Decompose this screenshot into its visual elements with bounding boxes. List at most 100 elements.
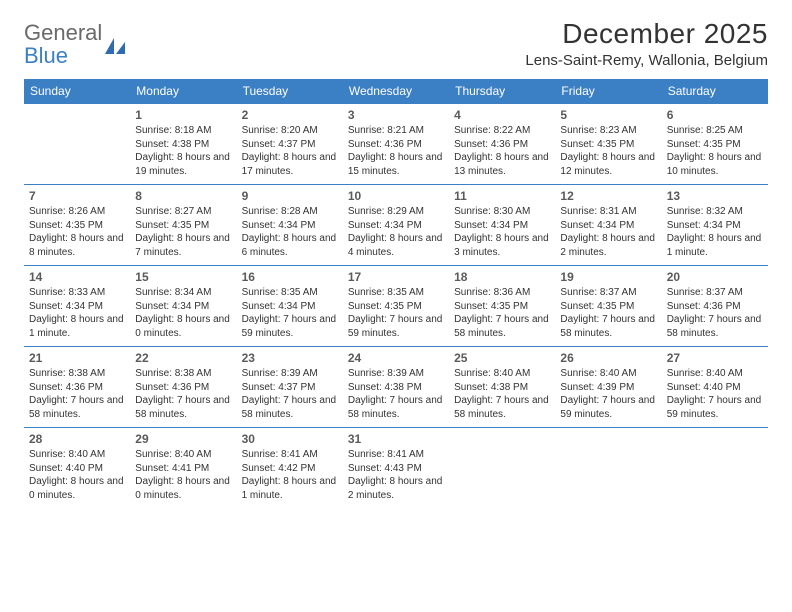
calendar-cell: 3 Sunrise: 8:21 AMSunset: 4:36 PMDaylight… (343, 104, 449, 185)
calendar-cell: 12 Sunrise: 8:31 AMSunset: 4:34 PMDayligh… (555, 185, 661, 266)
calendar-row: 1 Sunrise: 8:18 AMSunset: 4:38 PMDaylight… (24, 104, 768, 185)
calendar-cell: 29Sunrise: 8:40 AMSunset: 4:41 PMDayligh… (130, 428, 236, 509)
calendar-cell: 10Sunrise: 8:29 AMSunset: 4:34 PMDayligh… (343, 185, 449, 266)
calendar-cell: 16 Sunrise: 8:35 AMSunset: 4:34 PMDayligh… (237, 266, 343, 347)
day-header: Sunday (24, 79, 130, 104)
calendar-cell (24, 104, 130, 185)
day-number: 26 (560, 351, 656, 365)
day-details: Sunrise: 8:28 AMSunset: 4:34 PMDaylight:… (242, 205, 338, 259)
day-header-row: SundayMondayTuesdayWednesdayThursdayFrid… (24, 79, 768, 104)
calendar-cell: 24 Sunrise: 8:39 AMSunset: 4:38 PMDayligh… (343, 347, 449, 428)
calendar-cell: 31Sunrise: 8:41 AMSunset: 4:43 PMDayligh… (343, 428, 449, 509)
day-number: 6 (667, 108, 763, 122)
day-details: Sunrise: 8:36 AMSunset: 4:35 PMDaylight:… (454, 286, 550, 340)
day-number: 4 (454, 108, 550, 122)
day-number: 17 (348, 270, 444, 284)
calendar-cell: 20Sunrise: 8:37 AMSunset: 4:36 PMDayligh… (662, 266, 768, 347)
day-number: 10 (348, 189, 444, 203)
calendar-cell: 14 Sunrise: 8:33 AMSunset: 4:34 PMDayligh… (24, 266, 130, 347)
header: General Blue December 2025 Lens-Saint-Re… (24, 18, 768, 69)
day-details: Sunrise: 8:22 AMSunset: 4:36 PMDaylight:… (454, 124, 550, 178)
calendar-cell: 4 Sunrise: 8:22 AMSunset: 4:36 PMDaylight… (449, 104, 555, 185)
day-number: 18 (454, 270, 550, 284)
calendar-row: 28 Sunrise: 8:40 AMSunset: 4:40 PMDayligh… (24, 428, 768, 509)
day-number: 25 (454, 351, 550, 365)
calendar-cell: 2Sunrise: 8:20 AMSunset: 4:37 PMDaylight… (237, 104, 343, 185)
day-details: Sunrise: 8:40 AMSunset: 4:40 PMDaylight:… (29, 448, 125, 502)
calendar-cell: 7 Sunrise: 8:26 AMSunset: 4:35 PMDaylight… (24, 185, 130, 266)
day-number: 24 (348, 351, 444, 365)
day-number: 30 (242, 432, 338, 446)
location-label: Lens-Saint-Remy, Wallonia, Belgium (525, 52, 768, 69)
day-number: 23 (242, 351, 338, 365)
day-number: 14 (29, 270, 125, 284)
day-details: Sunrise: 8:39 AMSunset: 4:38 PMDaylight:… (348, 367, 444, 421)
day-number: 28 (29, 432, 125, 446)
brand-word2: Blue (24, 43, 68, 68)
calendar-cell: 5Sunrise: 8:23 AMSunset: 4:35 PMDaylight… (555, 104, 661, 185)
day-details: Sunrise: 8:40 AMSunset: 4:39 PMDaylight:… (560, 367, 656, 421)
day-header: Wednesday (343, 79, 449, 104)
day-details: Sunrise: 8:40 AMSunset: 4:38 PMDaylight:… (454, 367, 550, 421)
day-number: 8 (135, 189, 231, 203)
calendar-cell: 8 Sunrise: 8:27 AMSunset: 4:35 PMDaylight… (130, 185, 236, 266)
day-number: 3 (348, 108, 444, 122)
day-number: 20 (667, 270, 763, 284)
day-number: 16 (242, 270, 338, 284)
day-number: 12 (560, 189, 656, 203)
calendar-cell: 17 Sunrise: 8:35 AMSunset: 4:35 PMDayligh… (343, 266, 449, 347)
calendar-cell: 26 Sunrise: 8:40 AMSunset: 4:39 PMDayligh… (555, 347, 661, 428)
day-number: 5 (560, 108, 656, 122)
calendar-cell: 19 Sunrise: 8:37 AMSunset: 4:35 PMDayligh… (555, 266, 661, 347)
day-details: Sunrise: 8:38 AMSunset: 4:36 PMDaylight:… (29, 367, 125, 421)
day-details: Sunrise: 8:38 AMSunset: 4:36 PMDaylight:… (135, 367, 231, 421)
day-number: 11 (454, 189, 550, 203)
calendar-table: SundayMondayTuesdayWednesdayThursdayFrid… (24, 79, 768, 508)
calendar-row: 14 Sunrise: 8:33 AMSunset: 4:34 PMDayligh… (24, 266, 768, 347)
day-details: Sunrise: 8:26 AMSunset: 4:35 PMDaylight:… (29, 205, 125, 259)
calendar-cell: 23 Sunrise: 8:39 AMSunset: 4:37 PMDayligh… (237, 347, 343, 428)
calendar-cell: 9 Sunrise: 8:28 AMSunset: 4:34 PMDaylight… (237, 185, 343, 266)
day-details: Sunrise: 8:32 AMSunset: 4:34 PMDaylight:… (667, 205, 763, 259)
day-details: Sunrise: 8:41 AMSunset: 4:42 PMDaylight:… (242, 448, 338, 502)
day-number: 27 (667, 351, 763, 365)
day-header: Thursday (449, 79, 555, 104)
day-number: 1 (135, 108, 231, 122)
day-details: Sunrise: 8:40 AMSunset: 4:40 PMDaylight:… (667, 367, 763, 421)
calendar-cell (555, 428, 661, 509)
day-details: Sunrise: 8:37 AMSunset: 4:35 PMDaylight:… (560, 286, 656, 340)
calendar-row: 7 Sunrise: 8:26 AMSunset: 4:35 PMDaylight… (24, 185, 768, 266)
day-number: 22 (135, 351, 231, 365)
day-details: Sunrise: 8:34 AMSunset: 4:34 PMDaylight:… (135, 286, 231, 340)
day-details: Sunrise: 8:31 AMSunset: 4:34 PMDaylight:… (560, 205, 656, 259)
day-details: Sunrise: 8:39 AMSunset: 4:37 PMDaylight:… (242, 367, 338, 421)
day-details: Sunrise: 8:21 AMSunset: 4:36 PMDaylight:… (348, 124, 444, 178)
title-block: December 2025 Lens-Saint-Remy, Wallonia,… (525, 18, 768, 69)
calendar-cell: 11Sunrise: 8:30 AMSunset: 4:34 PMDayligh… (449, 185, 555, 266)
day-details: Sunrise: 8:18 AMSunset: 4:38 PMDaylight:… (135, 124, 231, 178)
calendar-cell: 18 Sunrise: 8:36 AMSunset: 4:35 PMDayligh… (449, 266, 555, 347)
day-details: Sunrise: 8:33 AMSunset: 4:34 PMDaylight:… (29, 286, 125, 340)
calendar-cell: 13Sunrise: 8:32 AMSunset: 4:34 PMDayligh… (662, 185, 768, 266)
calendar-row: 21Sunrise: 8:38 AMSunset: 4:36 PMDayligh… (24, 347, 768, 428)
day-number: 19 (560, 270, 656, 284)
day-number: 2 (242, 108, 338, 122)
day-number: 29 (135, 432, 231, 446)
day-header: Monday (130, 79, 236, 104)
sail-icon (105, 38, 125, 54)
calendar-body: 1 Sunrise: 8:18 AMSunset: 4:38 PMDaylight… (24, 104, 768, 509)
day-number: 9 (242, 189, 338, 203)
day-details: Sunrise: 8:25 AMSunset: 4:35 PMDaylight:… (667, 124, 763, 178)
calendar-cell: 6 Sunrise: 8:25 AMSunset: 4:35 PMDaylight… (662, 104, 768, 185)
day-details: Sunrise: 8:41 AMSunset: 4:43 PMDaylight:… (348, 448, 444, 502)
day-header: Tuesday (237, 79, 343, 104)
day-details: Sunrise: 8:35 AMSunset: 4:35 PMDaylight:… (348, 286, 444, 340)
day-details: Sunrise: 8:35 AMSunset: 4:34 PMDaylight:… (242, 286, 338, 340)
calendar-cell: 27 Sunrise: 8:40 AMSunset: 4:40 PMDayligh… (662, 347, 768, 428)
day-number: 7 (29, 189, 125, 203)
month-title: December 2025 (525, 18, 768, 50)
day-details: Sunrise: 8:27 AMSunset: 4:35 PMDaylight:… (135, 205, 231, 259)
calendar-cell: 1 Sunrise: 8:18 AMSunset: 4:38 PMDaylight… (130, 104, 236, 185)
calendar-cell (449, 428, 555, 509)
calendar-cell: 15Sunrise: 8:34 AMSunset: 4:34 PMDayligh… (130, 266, 236, 347)
